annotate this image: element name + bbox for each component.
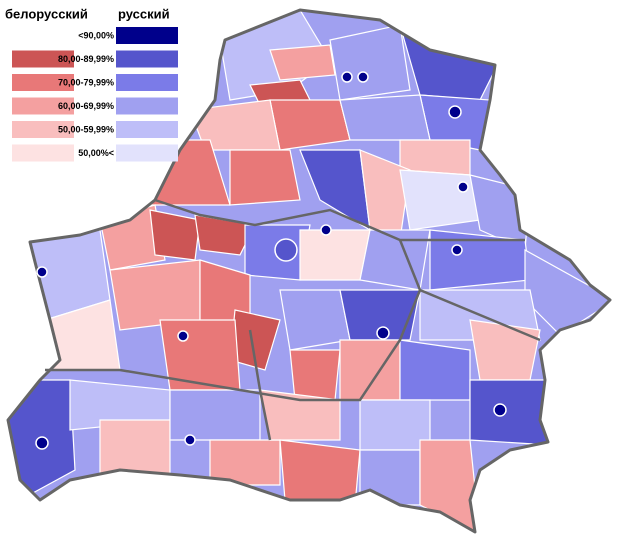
- region: [469, 319, 541, 381]
- legend-swatch: [116, 144, 178, 162]
- region: [229, 149, 301, 206]
- region: [279, 439, 361, 506]
- legend-swatch: [116, 74, 178, 91]
- city-markers: [35, 71, 507, 450]
- city-marker: [376, 326, 390, 340]
- legend-swatch: [116, 50, 178, 68]
- city-marker: [184, 434, 196, 446]
- legend-label: 50,00%<: [78, 148, 114, 158]
- legend-swatch: [12, 121, 74, 138]
- legend-swatch: [12, 97, 74, 115]
- legend: белорусский русский <90,00% 80,00-89,99% 7…: [5, 6, 178, 162]
- city-marker: [357, 71, 369, 83]
- legend-swatch: [116, 97, 178, 115]
- legend-swatch: [12, 144, 74, 162]
- city-marker: [451, 244, 463, 256]
- legend-swatch: [116, 121, 178, 138]
- region: [99, 419, 171, 476]
- region: [269, 44, 336, 81]
- region: [469, 379, 551, 446]
- oblast-borders: [45, 198, 541, 441]
- legend-label: 70,00-79,99%: [58, 77, 114, 87]
- city-marker: [35, 436, 49, 450]
- region: [339, 289, 421, 341]
- legend-label: 50,00-59,99%: [58, 124, 114, 134]
- legend-swatch: [12, 50, 74, 68]
- region: [399, 339, 471, 401]
- city-marker: [493, 403, 507, 417]
- city-marker: [457, 181, 469, 193]
- oblast-border: [248, 329, 272, 441]
- region: [339, 339, 401, 401]
- legend-label: <90,00%: [78, 30, 114, 40]
- region: [289, 349, 341, 401]
- legend-swatch: [12, 74, 74, 91]
- legend-label: 80,00-89,99%: [58, 54, 114, 64]
- city-marker: [448, 105, 462, 119]
- legend-title: русский: [118, 6, 170, 21]
- region: [339, 94, 431, 141]
- region: [419, 439, 481, 532]
- legend-label: 60,00-69,99%: [58, 101, 114, 111]
- city-marker: [274, 238, 298, 262]
- country-border: [6, 8, 612, 534]
- oblast-border: [398, 239, 541, 342]
- city-marker: [177, 330, 189, 342]
- region: [299, 229, 371, 281]
- legend-swatch: [116, 27, 178, 44]
- city-marker: [36, 266, 48, 278]
- region: [209, 439, 281, 486]
- oblast-border: [45, 289, 422, 402]
- city-marker: [320, 224, 332, 236]
- legend-title: белорусский: [5, 6, 88, 21]
- oblast-border: [154, 198, 525, 242]
- region: [169, 389, 261, 441]
- region: [359, 449, 421, 506]
- region: [399, 169, 481, 231]
- city-marker: [341, 71, 353, 83]
